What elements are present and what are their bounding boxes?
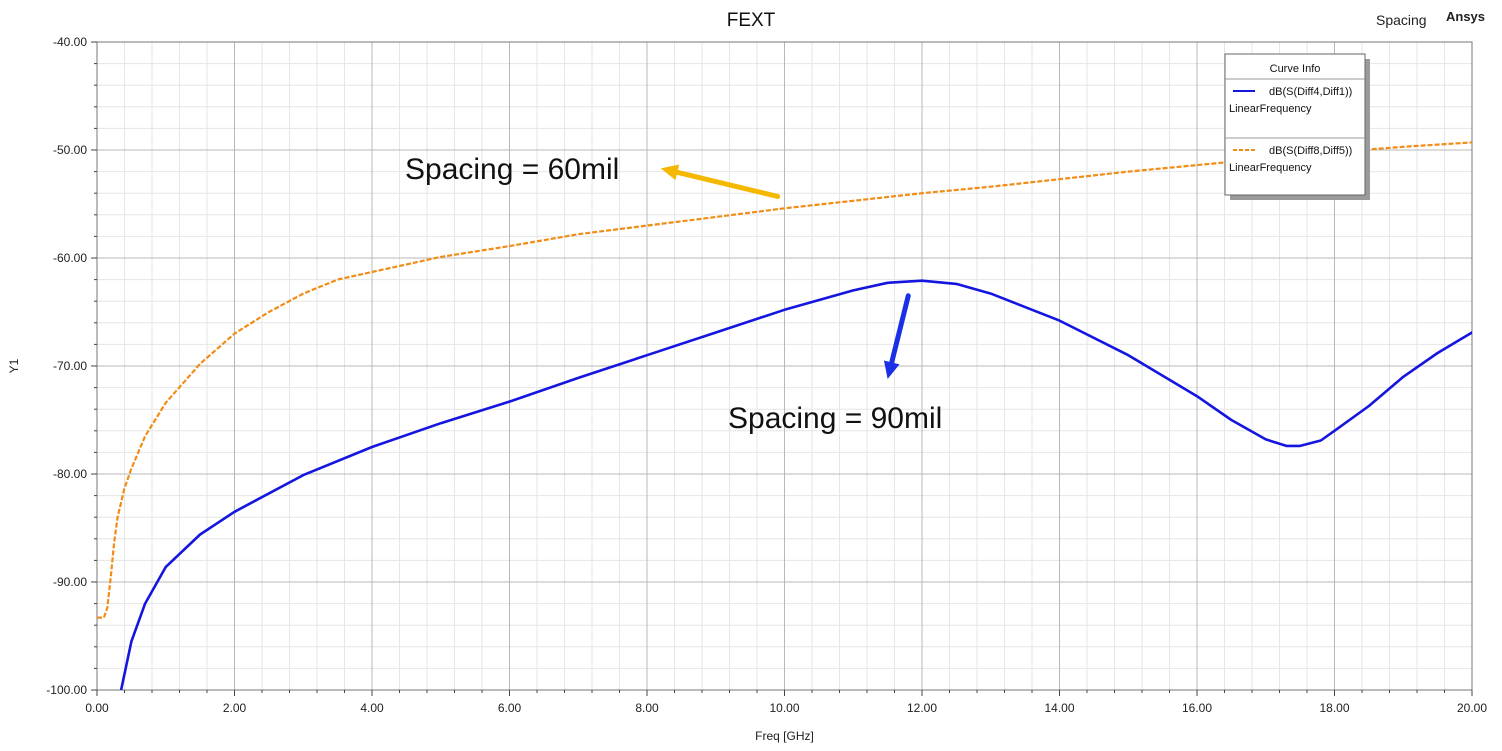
y-tick-label: -50.00 [53,143,87,157]
legend-entry-sub: LinearFrequency [1229,162,1312,174]
annotation-arrow-head [660,164,680,181]
legend-entry-sub: LinearFrequency [1229,103,1312,115]
x-tick-label: 14.00 [1044,701,1074,715]
legend-entry-name: dB(S(Diff8,Diff5)) [1269,145,1352,157]
y-tick-label: -100.00 [46,683,87,697]
annotation-arrow-shaft [674,169,781,199]
annotation-label: Spacing = 60mil [405,153,619,186]
y-tick-label: -90.00 [53,575,87,589]
tick-marks [91,41,1473,696]
series-line-blue [119,279,1472,690]
y-tick-label: -60.00 [53,251,87,265]
x-tick-label: 0.00 [85,701,109,715]
y-tick-label: -80.00 [53,467,87,481]
y-axis-label: Y1 [7,358,21,373]
legend-title: Curve Info [1270,63,1321,75]
project-label: Spacing [1376,12,1427,28]
legend: Curve Info dB(S(Diff4,Diff1)) LinearFreque… [1224,53,1370,200]
x-tick-label: 6.00 [498,701,522,715]
x-tick-label: 18.00 [1319,701,1349,715]
annotation-label: Spacing = 90mil [728,402,942,435]
x-tick-label: 4.00 [360,701,384,715]
series-line-orange [97,141,1472,619]
x-tick-label: 20.00 [1457,701,1487,715]
x-tick-label: 12.00 [907,701,937,715]
x-tick-label: 8.00 [635,701,659,715]
chart-title: FEXT [726,10,776,31]
app-label: Ansys [1446,9,1486,24]
legend-entry-name: dB(S(Diff4,Diff1)) [1269,86,1352,98]
x-tick-label: 10.00 [769,701,799,715]
annotation: Spacing = 60mil [405,153,781,199]
x-axis-label: Freq [GHz] [755,729,814,743]
y-tick-label: -40.00 [53,35,87,49]
y-tick-label: -70.00 [53,359,87,373]
series-lines [97,141,1472,690]
annotation-arrow-shaft [889,293,911,365]
x-tick-label: 2.00 [223,701,247,715]
x-tick-label: 16.00 [1182,701,1212,715]
legend-box [1224,53,1366,196]
annotation-arrow-head [883,360,900,379]
annotation: Spacing = 90mil [728,293,942,435]
